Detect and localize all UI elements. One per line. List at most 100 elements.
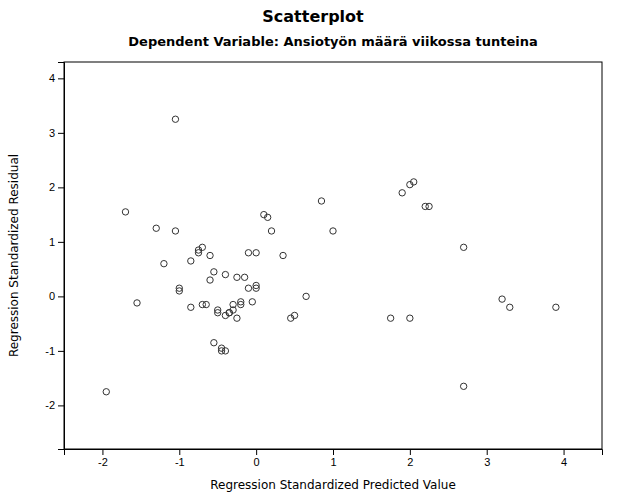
point [264, 214, 270, 220]
y-tick-label: 4 [49, 72, 55, 84]
x-axis: -2 -1 0 1 2 3 4 [65, 449, 603, 468]
x-tick: 4 [561, 449, 567, 468]
point [241, 274, 247, 280]
x-tick-mark [564, 449, 565, 455]
x-tick: 3 [484, 449, 490, 468]
point [230, 301, 236, 307]
y-tick-label: 1 [49, 236, 55, 248]
y-tick: 1 [49, 236, 64, 248]
chart: Scatterplot Dependent Variable: Ansiotyön… [0, 0, 626, 501]
point [176, 285, 182, 291]
y-tick-mark [58, 405, 64, 406]
y-tick-mark [58, 242, 64, 243]
point [211, 340, 217, 346]
x-tick-mark [333, 449, 334, 455]
x-tick-mark [487, 449, 488, 455]
y-tick-label: -2 [45, 399, 55, 411]
point [161, 260, 167, 266]
x-tick-label: 3 [484, 456, 490, 468]
x-tick-mark [410, 449, 411, 455]
y-tick-label: -1 [45, 345, 55, 357]
point [399, 190, 405, 196]
y-tick: -1 [45, 345, 64, 357]
plot-frame [64, 62, 602, 449]
x-tick-mark [102, 449, 103, 455]
y-tick: 2 [49, 181, 64, 193]
point [253, 250, 259, 256]
point [291, 312, 297, 318]
point [188, 258, 194, 264]
point [199, 244, 205, 250]
point [268, 228, 274, 234]
point [172, 228, 178, 234]
point [460, 244, 466, 250]
point [330, 228, 336, 234]
point [318, 198, 324, 204]
point [460, 383, 466, 389]
point [172, 116, 178, 122]
plot: -2 -1 0 1 2 3 4 -2 -1 0 1 2 3 4 [45, 62, 602, 468]
point [234, 315, 240, 321]
y-tick-mark [58, 187, 64, 188]
point [122, 209, 128, 215]
point [245, 250, 251, 256]
point [249, 299, 255, 305]
x-tick-label: 0 [254, 456, 260, 468]
point [222, 348, 228, 354]
x-tick-label: -2 [98, 456, 108, 468]
point [411, 179, 417, 185]
point [153, 225, 159, 231]
point [203, 301, 209, 307]
point [207, 252, 213, 258]
point [238, 299, 244, 305]
y-tick-label: 3 [49, 127, 55, 139]
points [103, 116, 559, 395]
point [387, 315, 393, 321]
y-tick-mark [58, 296, 64, 297]
x-axis-title: Regression Standardized Predicted Value [210, 478, 456, 492]
y-tick-label: 2 [49, 181, 55, 193]
point [245, 285, 251, 291]
x-tick-mark [179, 449, 180, 455]
y-tick-mark [58, 351, 64, 352]
x-tick-mark [256, 449, 257, 455]
y-tick-label: 0 [49, 290, 55, 302]
x-tick: 0 [254, 449, 260, 468]
point [211, 269, 217, 275]
point [134, 300, 140, 306]
y-tick: 3 [49, 127, 64, 139]
point [507, 304, 513, 310]
x-tick: 1 [330, 449, 336, 468]
point [303, 293, 309, 299]
x-tick: 2 [407, 449, 413, 468]
point [407, 315, 413, 321]
point [253, 282, 259, 288]
point [103, 389, 109, 395]
title: Scatterplot [262, 7, 364, 26]
x-tick-label: 2 [407, 456, 413, 468]
x-tick-label: 1 [330, 456, 336, 468]
y-axis: -2 -1 0 1 2 3 4 [45, 63, 64, 450]
point [553, 304, 559, 310]
x-tick-label: 4 [561, 456, 567, 468]
x-tick-label: -1 [175, 456, 185, 468]
x-axis-line [65, 450, 603, 456]
point [280, 252, 286, 258]
y-axis-line [58, 63, 65, 450]
y-tick-mark [58, 78, 64, 79]
point [499, 296, 505, 302]
point [222, 271, 228, 277]
y-tick: 4 [49, 72, 64, 84]
point [207, 277, 213, 283]
y-tick-mark [58, 133, 64, 134]
point [234, 274, 240, 280]
x-tick: -2 [98, 449, 108, 468]
y-tick: 0 [49, 290, 64, 302]
x-tick: -1 [175, 449, 185, 468]
y-tick: -2 [45, 399, 64, 411]
subtitle: Dependent Variable: Ansiotyön määrä viik… [128, 34, 537, 49]
point [188, 304, 194, 310]
point [215, 307, 221, 313]
y-axis-title: Regression Standardized Residual [7, 154, 21, 357]
point [426, 203, 432, 209]
